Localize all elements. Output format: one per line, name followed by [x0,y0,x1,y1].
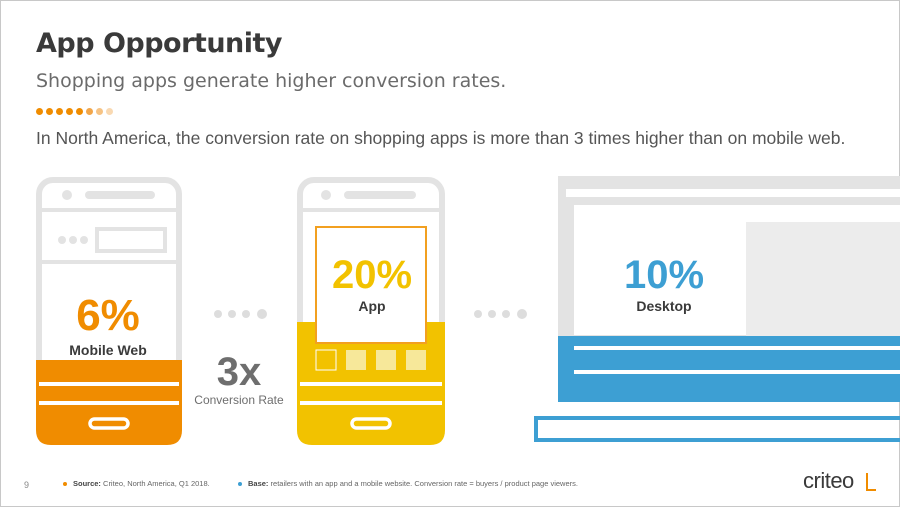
desktop-label: Desktop [636,298,691,314]
multiplier-label: Conversion Rate [194,393,284,407]
mobile-web-value: 6% [76,291,140,340]
page-number: 9 [24,480,30,490]
mobile-web-phone [36,177,182,445]
app-phone [297,177,445,445]
key-statement: In North America, the conversion rate on… [36,128,846,148]
app-value: 20% [332,253,412,297]
desktop-monitor [534,176,900,442]
decorative-dots [36,102,116,115]
connector-dots-2 [474,309,527,319]
base-bullet [238,482,242,486]
slide-subtitle: Shopping apps generate higher conversion… [36,70,507,92]
source-note: Source: Criteo, North America, Q1 2018. [73,479,210,488]
multiplier-value: 3x [217,350,262,394]
footer: 9 Source: Criteo, North America, Q1 2018… [0,476,900,496]
mobile-web-label: Mobile Web [69,342,147,358]
criteo-logo: criteo [803,468,854,493]
slide-title: App Opportunity [36,28,283,59]
base-note: Base: retailers with an app and a mobile… [248,479,578,488]
desktop-value: 10% [624,253,704,297]
criteo-logo-mark [866,473,876,491]
app-label: App [358,298,385,314]
connector-dots-1 [214,309,267,319]
source-bullet [63,482,67,486]
